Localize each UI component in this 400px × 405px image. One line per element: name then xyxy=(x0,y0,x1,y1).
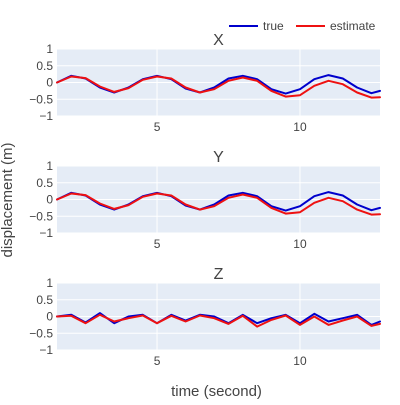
y-axis-title: displacement (m) xyxy=(0,142,16,257)
x-tick-label: 5 xyxy=(154,354,161,368)
legend-label-estimate: estimate xyxy=(330,19,376,33)
y-tick-label: 1 xyxy=(46,42,53,56)
panel-title: Y xyxy=(213,149,224,166)
panel-title: Z xyxy=(214,266,224,283)
y-tick-label: 0 xyxy=(46,193,53,207)
series-line-estimate xyxy=(56,313,381,328)
y-tick-label: 0 xyxy=(46,76,53,90)
y-tick-label: −1 xyxy=(39,343,53,357)
x-tick-label: 5 xyxy=(154,237,161,251)
legend-label-true: true xyxy=(263,19,284,33)
y-tick-label: 0 xyxy=(46,310,53,324)
y-tick-label: −1 xyxy=(39,109,53,123)
panel-title: X xyxy=(213,32,224,49)
y-tick-label: −0.5 xyxy=(29,326,53,340)
series-line-estimate xyxy=(56,75,381,99)
x-tick-label: 10 xyxy=(293,237,307,251)
y-tick-label: −0.5 xyxy=(29,92,53,106)
series-line-true xyxy=(56,312,381,326)
x-tick-label: 10 xyxy=(293,120,307,134)
y-tick-label: 0.5 xyxy=(36,59,53,73)
series-line-estimate xyxy=(56,192,381,216)
y-tick-label: 0.5 xyxy=(36,293,53,307)
x-tick-label: 10 xyxy=(293,354,307,368)
y-tick-label: 0.5 xyxy=(36,176,53,190)
y-tick-label: −1 xyxy=(39,226,53,240)
y-tick-label: 1 xyxy=(46,276,53,290)
y-tick-label: 1 xyxy=(46,159,53,173)
x-tick-label: 5 xyxy=(154,120,161,134)
y-tick-label: −0.5 xyxy=(29,209,53,223)
x-axis-title: time (second) xyxy=(171,383,262,400)
